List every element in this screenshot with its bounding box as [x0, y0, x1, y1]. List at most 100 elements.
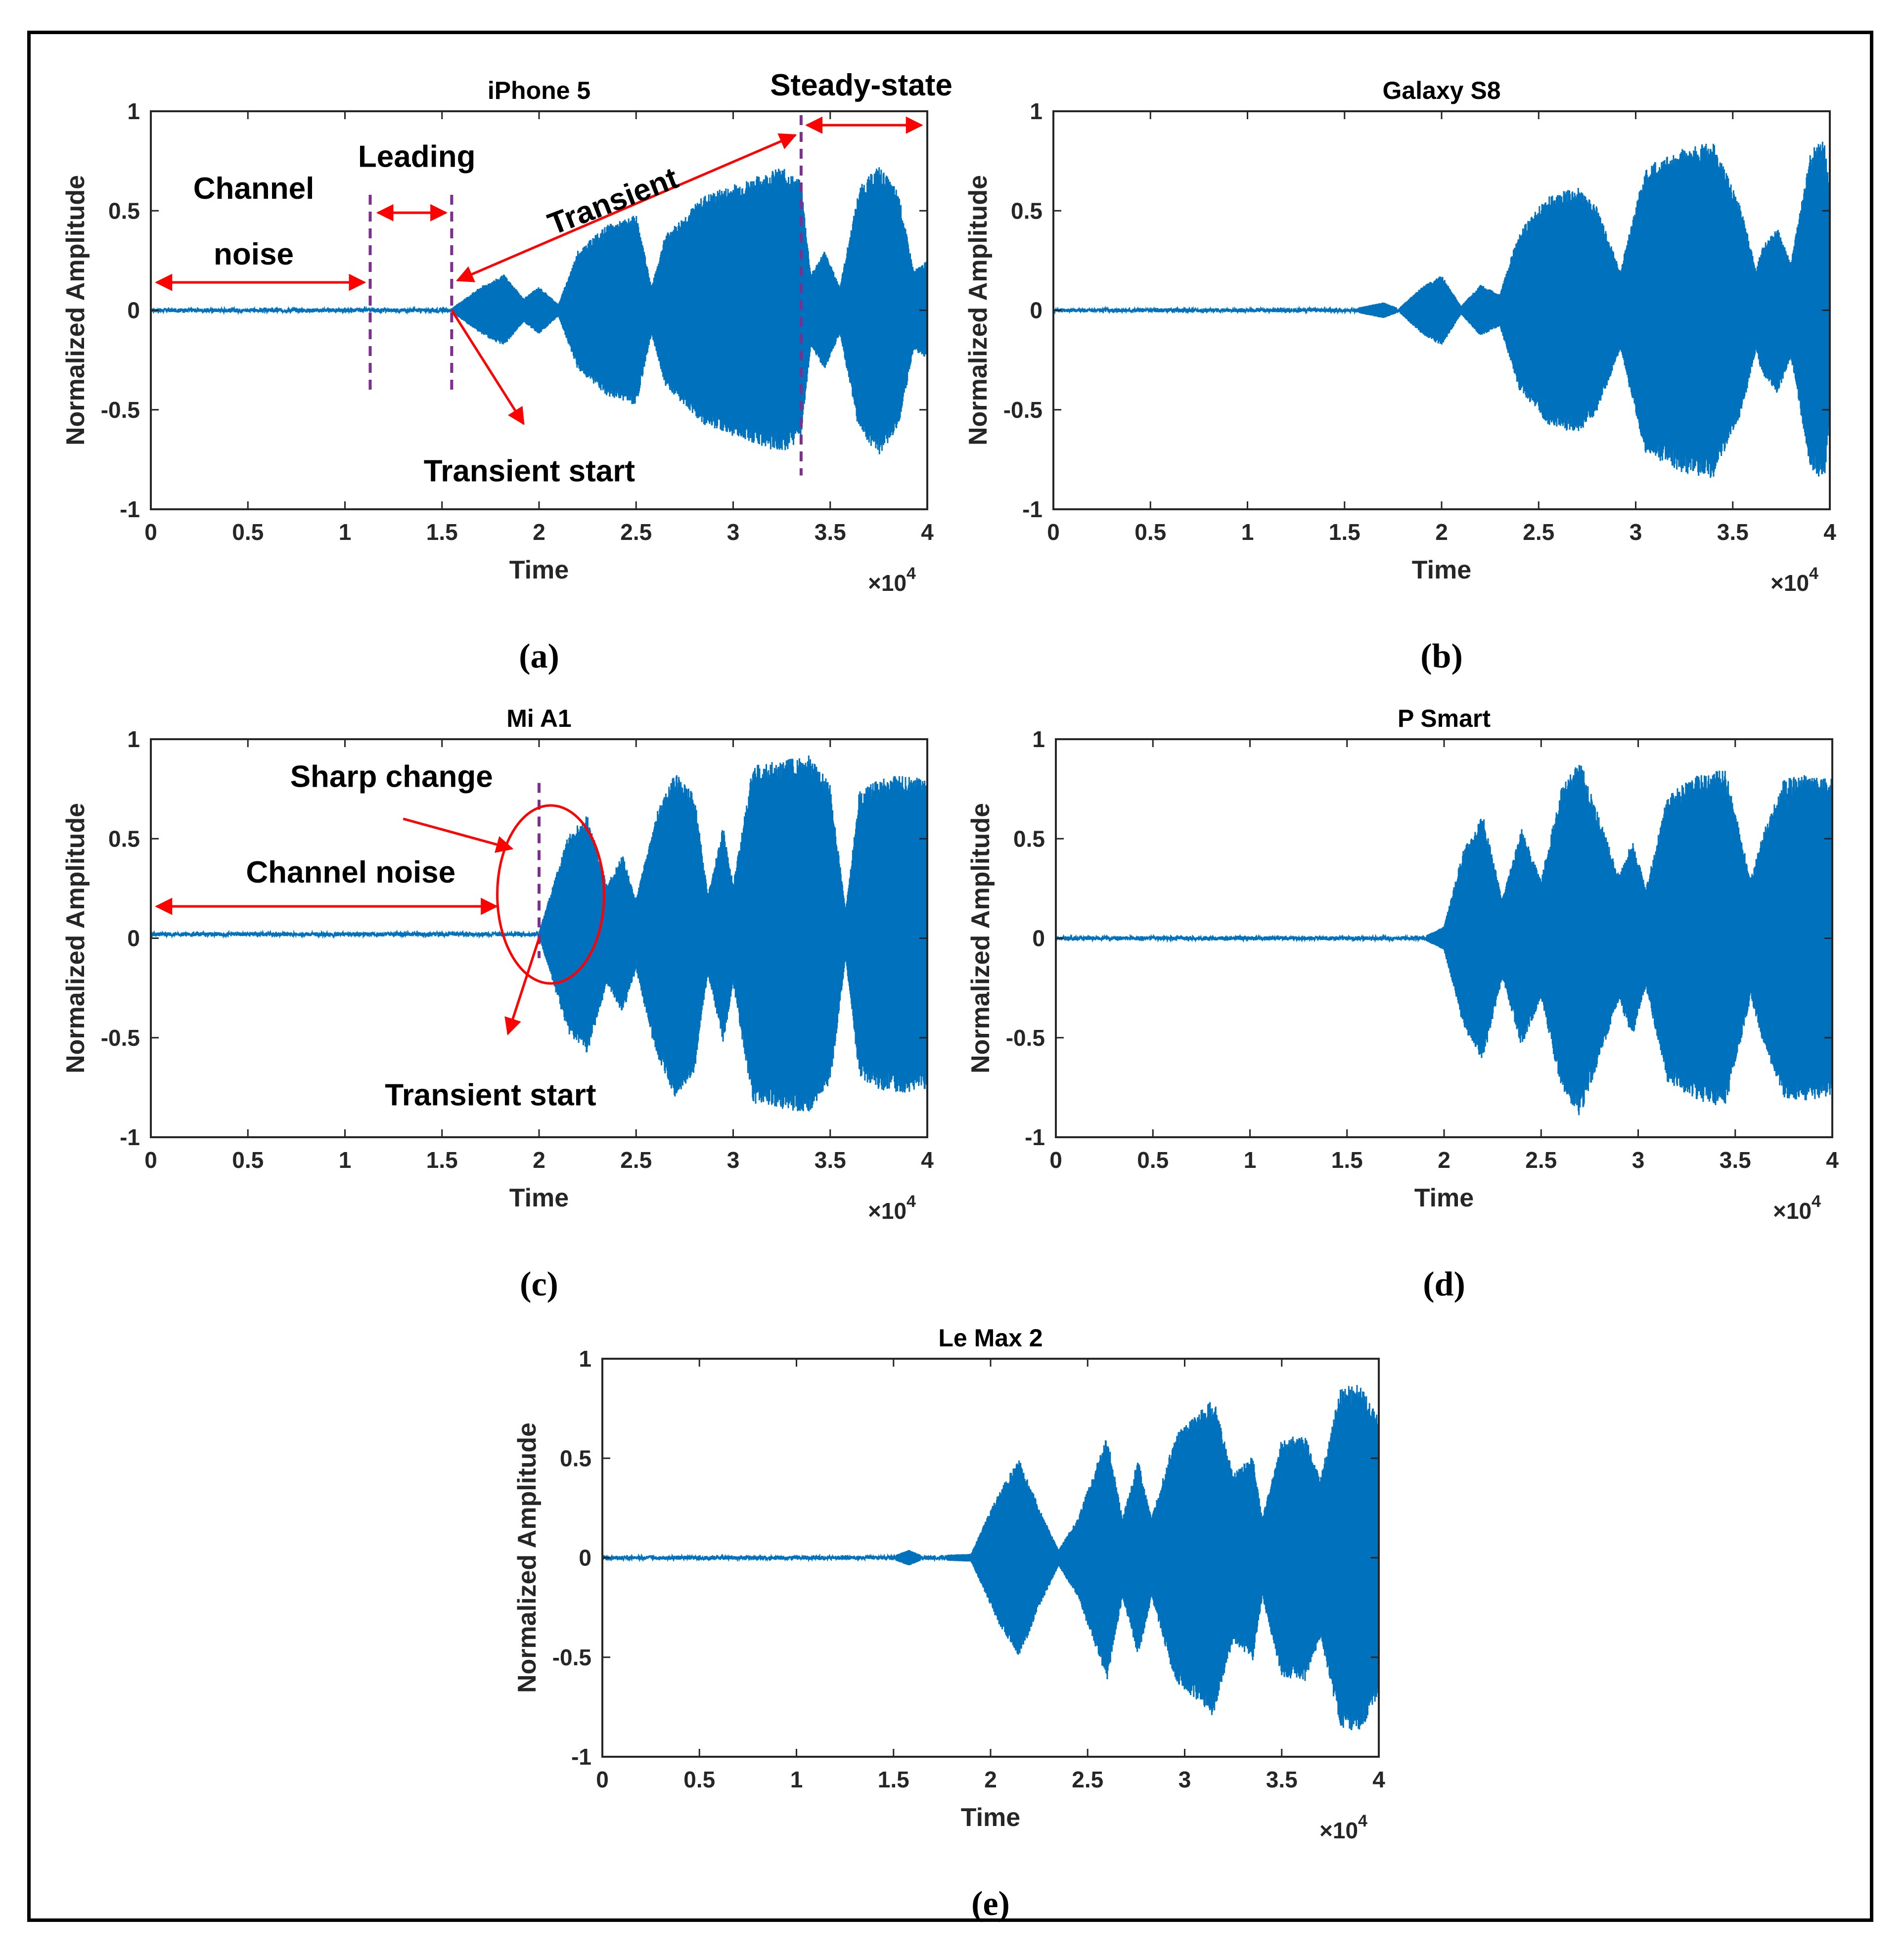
- caption-b: (b): [1420, 637, 1463, 675]
- x-tick-label: 0: [144, 519, 157, 545]
- y-tick-label: -0.5: [1003, 397, 1043, 423]
- x-tick-label: 0.5: [1134, 519, 1166, 545]
- y-tick-label: 1: [127, 726, 140, 752]
- annotations-panel-c: Sharp change Channel noise Transient start: [155, 760, 606, 1112]
- transient-start-arrow: [504, 937, 541, 1036]
- y-tick-label: 0.5: [1011, 198, 1043, 223]
- y-axis-label: Normalized Amplitude: [966, 803, 995, 1073]
- caption-c: (c): [520, 1265, 558, 1303]
- x-axis-exponent-power: 4: [907, 564, 916, 583]
- x-tick-label: 3.5: [1720, 1147, 1751, 1173]
- caption-d: (d): [1423, 1265, 1465, 1303]
- figure-border: [27, 31, 1873, 1922]
- y-tick-label: 0: [127, 926, 140, 951]
- y-tick-label: 0.5: [1013, 826, 1045, 851]
- x-tick-label: 4: [921, 1147, 934, 1173]
- x-tick-label: 0: [144, 1147, 157, 1173]
- x-tick-label: 1: [1244, 1147, 1257, 1173]
- annotation-channel: Channel: [193, 172, 315, 206]
- annotation-noise: noise: [214, 237, 294, 271]
- x-tick-label: 3.5: [815, 519, 846, 545]
- signal-line-e: [602, 1385, 1379, 1731]
- x-tick-label: 4: [1823, 519, 1836, 545]
- annotation-transient-start: Transient start: [424, 454, 635, 489]
- x-tick-label: 2: [1438, 1147, 1451, 1173]
- x-axis-label: Time: [509, 556, 569, 584]
- x-tick-label: 1: [339, 519, 352, 545]
- x-axis-label: Time: [1412, 556, 1471, 584]
- y-tick-label: 0.5: [108, 198, 140, 223]
- y-tick-label: 1: [127, 98, 140, 124]
- x-tick-label: 0: [1047, 519, 1060, 545]
- y-tick-label: -1: [1022, 496, 1043, 522]
- x-tick-label: 0: [596, 1767, 609, 1792]
- x-axis-exponent: ×104: [1773, 1192, 1821, 1224]
- x-axis-exponent: ×104: [1319, 1812, 1367, 1843]
- x-tick-label: 1.5: [878, 1767, 909, 1792]
- y-tick-label: 0: [1030, 298, 1043, 323]
- sharp-change-arrow: [403, 817, 514, 853]
- x-tick-label: 1: [790, 1767, 803, 1792]
- annotation-steady-state: Steady-state: [770, 68, 952, 102]
- y-axis-label: Normalized Amplitude: [61, 175, 90, 445]
- x-tick-label: 1: [339, 1147, 352, 1173]
- x-axis-exponent-power: 4: [907, 1192, 916, 1211]
- x-tick-label: 2.5: [620, 1147, 652, 1173]
- y-axis-label: Normalized Amplitude: [61, 803, 90, 1073]
- x-tick-label: 3.5: [815, 1147, 846, 1173]
- signal-line-b: [1053, 141, 1830, 478]
- chart-panel-e: 0 0.5 1 1.5 2 2.5 3 3.5 4 -1 -0.5 0 0.5 1 Time Normaliz…: [513, 1324, 1385, 1923]
- x-tick-label: 0.5: [1137, 1147, 1169, 1173]
- x-tick-label: 2: [1435, 519, 1448, 545]
- x-axis-exponent: ×104: [868, 564, 916, 596]
- chart-panel-d: 0 0.5 1 1.5 2 2.5 3 3.5 4 -1 -0.5 0 0.5 1 Time Normaliz…: [966, 705, 1839, 1303]
- annotation-leading: Leading: [358, 140, 476, 174]
- y-tick-label: -1: [120, 1124, 140, 1150]
- chart-title-e: Le Max 2: [938, 1324, 1043, 1352]
- signal-line-a: [151, 167, 927, 454]
- chart-panel-a: 0 0.5 1 1.5 2 2.5 3 3.5 4 -1 -0.5 0 0.5 1 Time Normaliz…: [61, 77, 934, 675]
- annotation-sharp-change: Sharp change: [290, 760, 493, 794]
- x-tick-label: 4: [1372, 1767, 1385, 1792]
- chart-title-a: iPhone 5: [488, 77, 590, 104]
- x-tick-label: 2.5: [1523, 519, 1554, 545]
- y-tick-label: 1: [579, 1346, 591, 1372]
- y-tick-label: 0: [1032, 926, 1045, 951]
- x-tick-label: 0.5: [232, 1147, 264, 1173]
- y-tick-label: -1: [1025, 1124, 1045, 1150]
- x-axis-label: Time: [509, 1184, 569, 1212]
- x-tick-label: 2.5: [1072, 1767, 1103, 1792]
- x-axis-exponent-power: 4: [1358, 1812, 1367, 1830]
- x-axis-exponent: ×104: [868, 1192, 916, 1224]
- y-tick-label: 0: [127, 298, 140, 323]
- x-tick-label: 1.5: [1329, 519, 1360, 545]
- y-tick-label: -0.5: [1006, 1025, 1045, 1051]
- caption-e: (e): [971, 1885, 1010, 1923]
- chart-title-d: P Smart: [1398, 705, 1491, 732]
- x-tick-label: 3.5: [1717, 519, 1749, 545]
- y-tick-label: -1: [120, 496, 140, 522]
- x-tick-label: 1.5: [1331, 1147, 1363, 1173]
- x-tick-label: 1.5: [426, 1147, 458, 1173]
- x-axis-exponent-power: 4: [1812, 1192, 1821, 1211]
- chart-panel-c: 0 0.5 1 1.5 2 2.5 3 3.5 4 -1 -0.5 0 0.5 1 Time Normaliz…: [61, 705, 934, 1303]
- x-tick-label: 1.5: [426, 519, 458, 545]
- y-tick-label: -1: [571, 1744, 591, 1770]
- x-tick-label: 3: [1630, 519, 1642, 545]
- y-tick-label: -0.5: [101, 1025, 140, 1051]
- chart-title-c: Mi A1: [506, 705, 572, 732]
- x-tick-label: 2.5: [620, 519, 652, 545]
- y-axis-label: Normalized Amplitude: [513, 1423, 542, 1693]
- x-tick-label: 0.5: [232, 519, 264, 545]
- x-axis-exponent: ×104: [1770, 564, 1818, 596]
- caption-a: (a): [519, 637, 559, 675]
- annotation-channel-noise: Channel noise: [246, 855, 455, 890]
- x-tick-label: 0: [1049, 1147, 1062, 1173]
- x-tick-label: 2: [533, 1147, 545, 1173]
- x-tick-label: 4: [1826, 1147, 1839, 1173]
- x-tick-label: 4: [921, 519, 934, 545]
- y-tick-label: 0: [579, 1545, 591, 1571]
- y-tick-label: -0.5: [101, 397, 140, 423]
